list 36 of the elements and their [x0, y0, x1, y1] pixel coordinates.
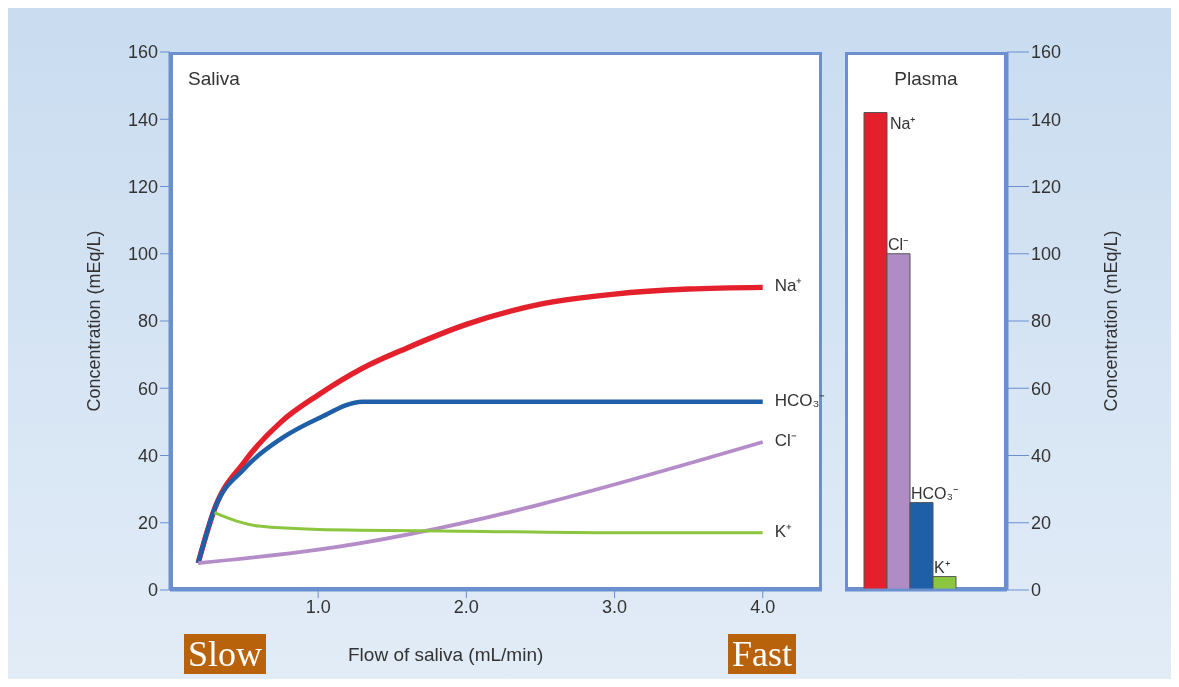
y-axis-title: Concentration (mEq/L): [84, 230, 105, 412]
series-label: HCO₃⁻: [911, 484, 959, 502]
text: Plasma: [893, 68, 959, 90]
y-tick-label: 160: [127, 42, 158, 63]
y-tick-label: 140: [127, 109, 158, 130]
y-tick-label: 120: [127, 176, 158, 197]
x-tick-label: 4.0: [750, 596, 776, 617]
y-tick-label: 100: [1031, 244, 1062, 265]
series-label: K⁺: [934, 558, 950, 576]
series-label: Na⁺: [890, 114, 916, 132]
y-tick-label: 40: [137, 445, 158, 466]
y-tick-label: 80: [137, 311, 158, 332]
y-tick-label: 0: [147, 580, 158, 601]
series-label: Cl⁻: [888, 235, 909, 253]
y-tick-label: 0: [1031, 580, 1042, 601]
y-tick-label: 160: [1031, 42, 1062, 63]
y-tick-label: 120: [1031, 176, 1062, 197]
text: Fast: [728, 634, 797, 674]
y-tick-label: 140: [1031, 109, 1062, 130]
y-tick-label: 20: [1031, 513, 1052, 534]
y-axis-title: Concentration (mEq/L): [1101, 230, 1122, 412]
x-axis-title: Flow of saliva (mL/min): [348, 644, 544, 666]
x-tick-label: 1.0: [305, 596, 331, 617]
series-label: Cl⁻: [774, 431, 797, 451]
y-tick-label: 100: [127, 244, 158, 265]
y-tick-label: 80: [1031, 311, 1052, 332]
x-tick-label: 2.0: [453, 596, 479, 617]
y-tick-label: 40: [1031, 445, 1052, 466]
series-label: Na⁺: [774, 276, 803, 296]
x-tick-label: 3.0: [602, 596, 628, 617]
y-tick-label: 60: [137, 378, 158, 399]
y-tick-label: 60: [1031, 378, 1052, 399]
text: Slow: [184, 634, 267, 674]
y-tick-label: 20: [137, 513, 158, 534]
text: Saliva: [188, 68, 240, 90]
series-label: K⁺: [774, 521, 793, 541]
